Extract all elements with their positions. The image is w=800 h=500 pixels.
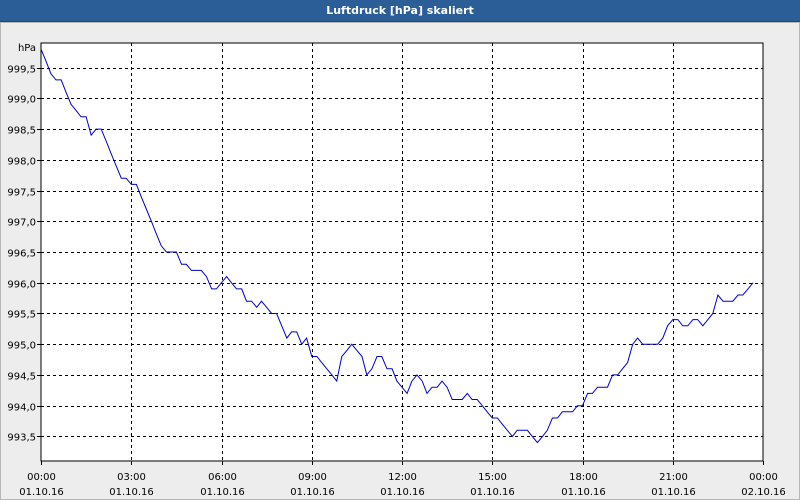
chart-title: Luftdruck [hPa] skaliert <box>0 0 800 22</box>
x-tick-time-label: 00:00 <box>749 472 778 483</box>
x-tick-time-label: 00:00 <box>27 472 56 483</box>
y-tick-label: 998,5 <box>7 126 36 137</box>
x-tick-date-label: 01.10.16 <box>561 487 606 498</box>
x-tick-date-label: 02.10.16 <box>741 487 786 498</box>
y-tick-label: 994,5 <box>7 372 36 383</box>
y-tick-label: 997,0 <box>7 218 36 229</box>
x-tick-time-label: 09:00 <box>298 472 327 483</box>
y-axis: 999,5 999,0 998,5 998,0 997,5 997,0 996,5 996,0… <box>7 65 41 444</box>
grid-lines <box>41 43 763 461</box>
x-tick-time-label: 12:00 <box>388 472 417 483</box>
y-tick-label: 993,5 <box>7 433 36 444</box>
x-tick-time-label: 21:00 <box>659 472 688 483</box>
y-axis-unit-label: hPa <box>18 43 36 54</box>
y-tick-label: 999,5 <box>7 65 36 76</box>
y-tick-label: 996,5 <box>7 249 36 260</box>
x-tick-time-label: 06:00 <box>208 472 237 483</box>
x-tick-time-label: 18:00 <box>569 472 598 483</box>
y-tick-label: 995,0 <box>7 341 36 352</box>
x-tick-date-label: 01.10.16 <box>200 487 245 498</box>
chart-panel: 999,5 999,0 998,5 998,0 997,5 997,0 996,5 996,0… <box>0 22 800 500</box>
x-tick-date-label: 01.10.16 <box>109 487 154 498</box>
series-line-pressure <box>40 48 754 444</box>
y-tick-label: 997,5 <box>7 188 36 199</box>
x-tick-time-label: 03:00 <box>117 472 146 483</box>
x-tick-date-label: 01.10.16 <box>19 487 64 498</box>
x-tick-time-label: 15:00 <box>478 472 507 483</box>
y-tick-label: 999,0 <box>7 95 36 106</box>
y-tick-label: 998,0 <box>7 157 36 168</box>
x-axis: 00:00 01.10.16 03:00 01.10.16 06:00 01.10.16 0… <box>19 461 786 498</box>
y-tick-label: 995,5 <box>7 310 36 321</box>
line-chart: 999,5 999,0 998,5 998,0 997,5 997,0 996,5 996,0… <box>7 42 786 498</box>
x-tick-date-label: 01.10.16 <box>380 487 425 498</box>
y-tick-label: 994,0 <box>7 403 36 414</box>
y-tick-label: 996,0 <box>7 280 36 291</box>
x-tick-date-label: 01.10.16 <box>290 487 335 498</box>
x-tick-date-label: 01.10.16 <box>651 487 696 498</box>
x-tick-date-label: 01.10.16 <box>470 487 515 498</box>
